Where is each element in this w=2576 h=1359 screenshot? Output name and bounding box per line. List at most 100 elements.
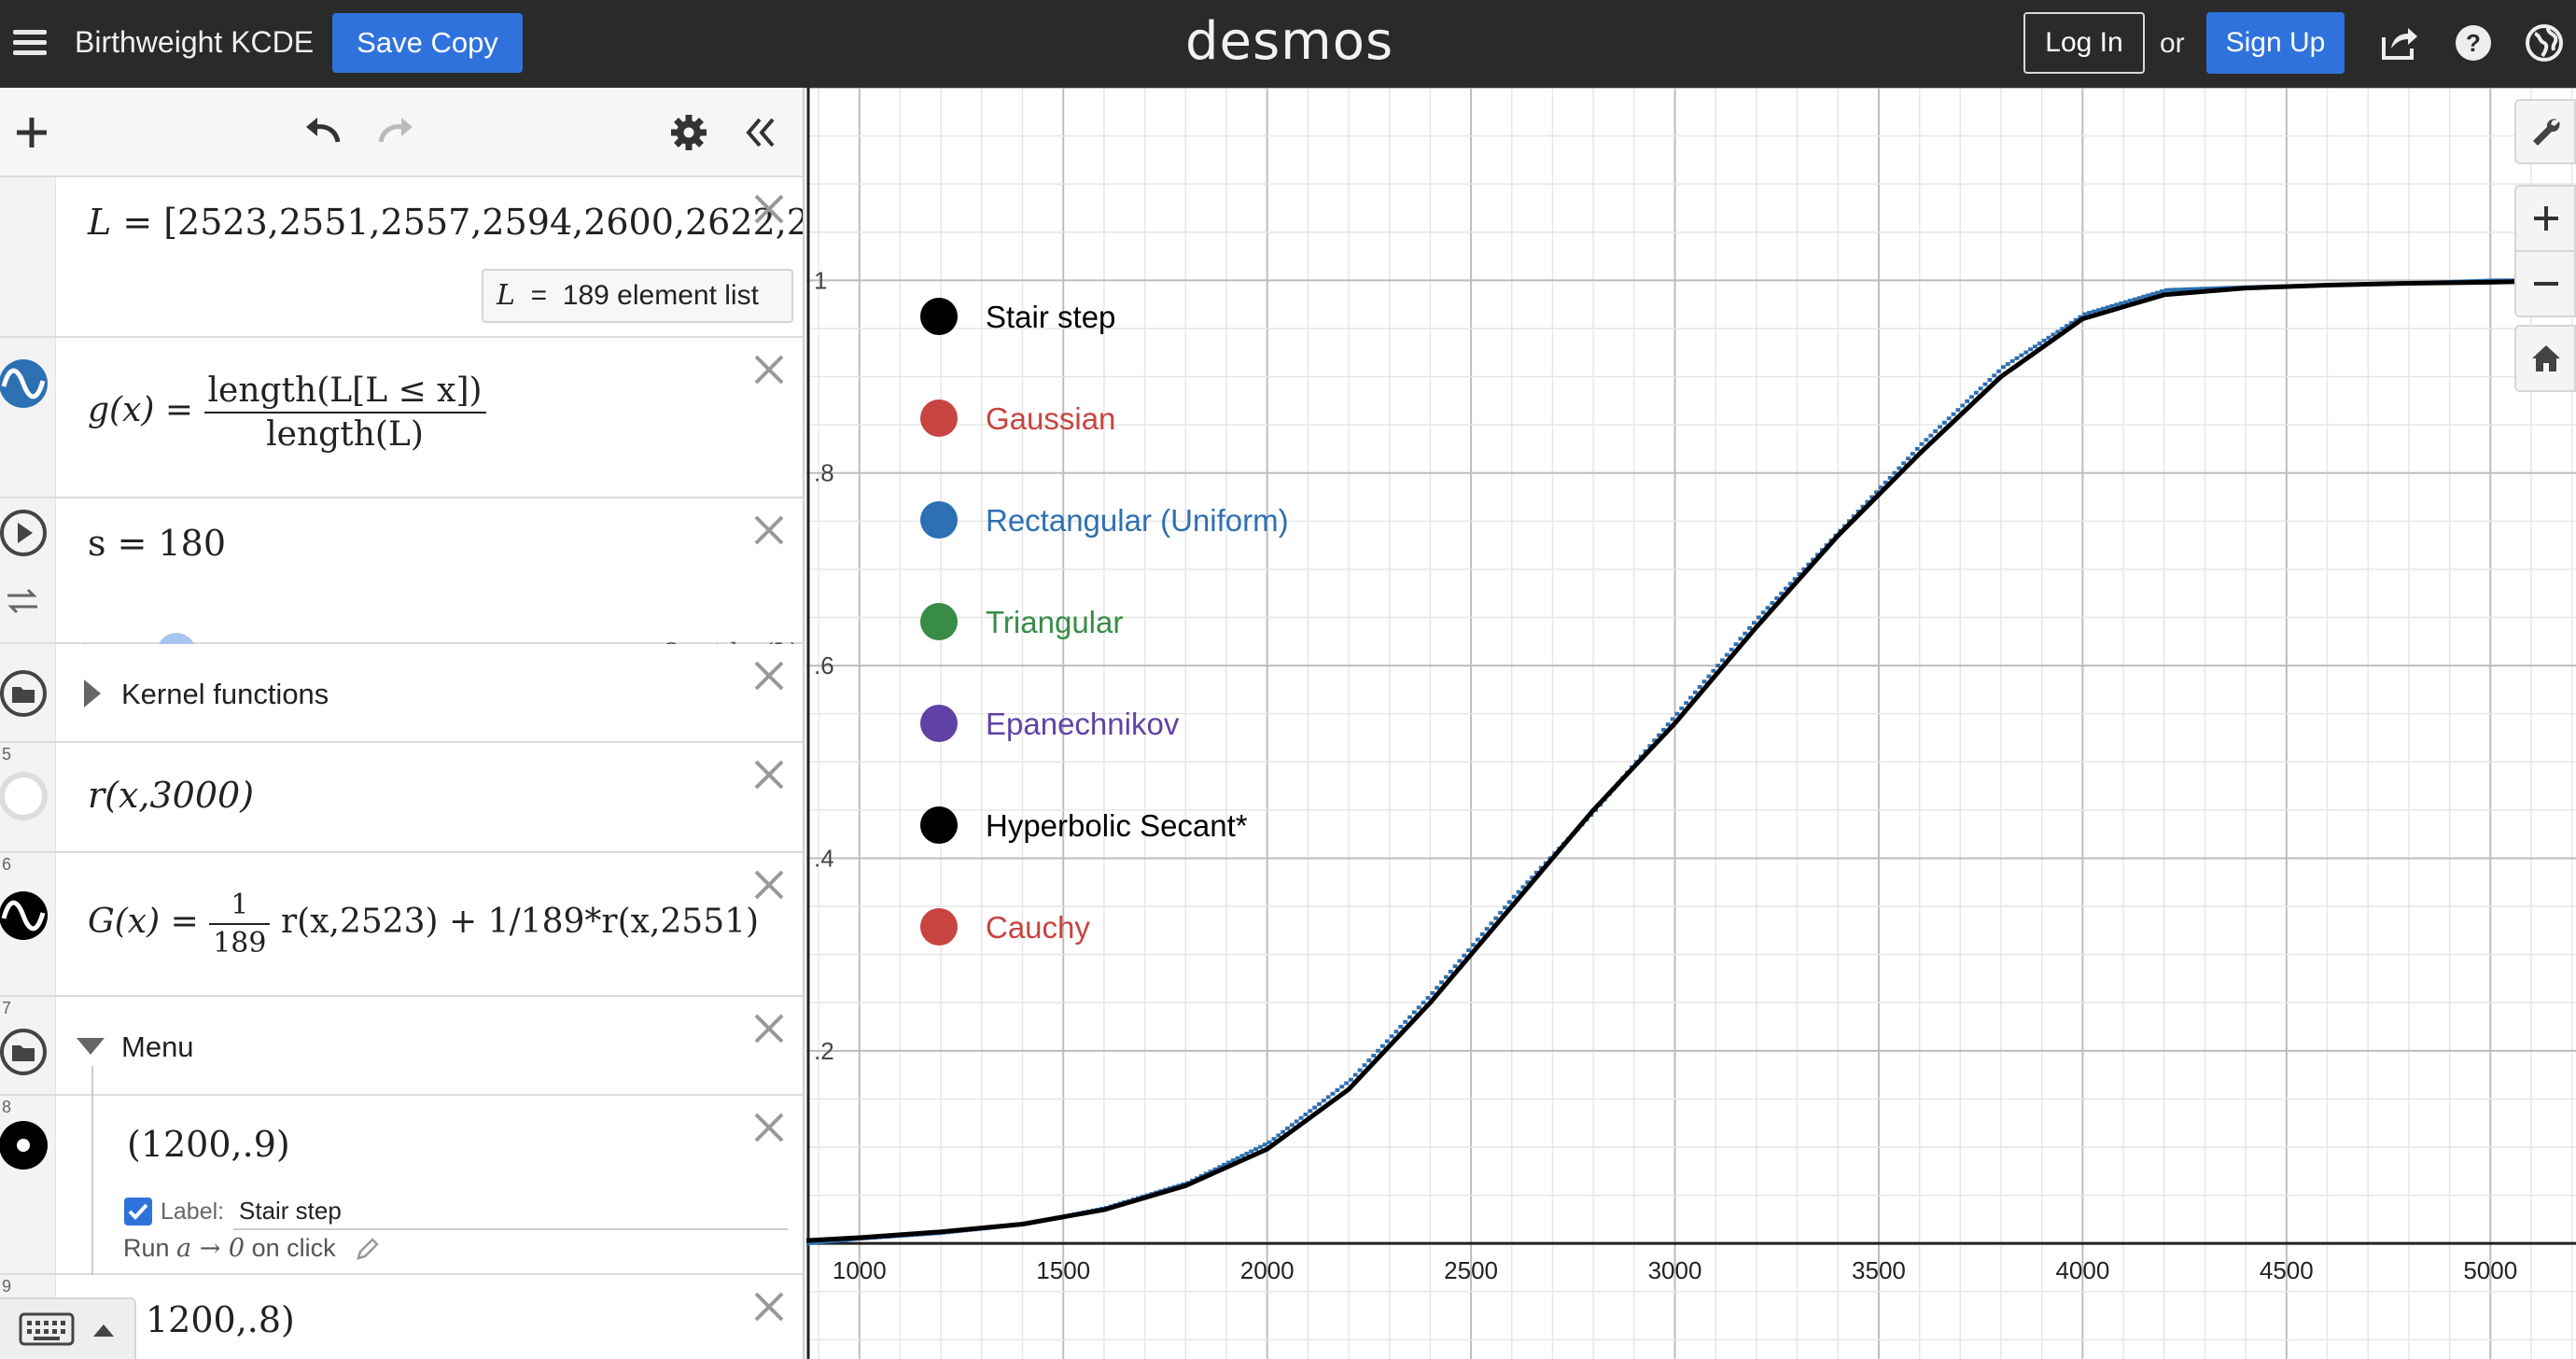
folder-label[interactable]: Kernel functions bbox=[121, 678, 329, 710]
undo-icon[interactable] bbox=[301, 110, 345, 155]
settings-gear-icon[interactable] bbox=[666, 110, 711, 155]
expression-math[interactable]: 1200,.8) bbox=[146, 1299, 295, 1340]
keyboard-icon[interactable] bbox=[19, 1312, 75, 1346]
delete-expression-icon[interactable] bbox=[749, 189, 790, 230]
label-checkbox-icon[interactable] bbox=[123, 1197, 153, 1226]
folder-icon[interactable] bbox=[0, 1027, 49, 1077]
y-tick-label: .4 bbox=[814, 844, 834, 872]
legend-point[interactable] bbox=[920, 399, 958, 437]
expression-math[interactable]: r(x,3000) bbox=[88, 775, 255, 816]
legend-label: Hyperbolic Secant* bbox=[986, 808, 1248, 843]
document-title[interactable]: Birthweight KCDE bbox=[75, 25, 315, 59]
label-underline bbox=[233, 1228, 788, 1230]
expression-math[interactable]: g(x) = length(L[L ≤ x]) length(L) bbox=[88, 371, 486, 454]
delete-expression-icon[interactable] bbox=[749, 655, 790, 696]
expression-point-stair-step[interactable]: 8 (1200,.9) Label: Stair step Run a → 0 … bbox=[0, 1096, 803, 1275]
plus-icon[interactable] bbox=[2531, 203, 2561, 233]
folder-label[interactable]: Menu bbox=[121, 1030, 194, 1063]
chevron-up-icon[interactable] bbox=[91, 1322, 116, 1338]
expression-G[interactable]: 6 G(x) = 1 189 r(x,2523) + 1/189*r(x,2551… bbox=[0, 853, 803, 997]
expression-math[interactable]: s = 180 bbox=[88, 523, 227, 564]
y-tick-label: 1 bbox=[814, 266, 827, 294]
top-bar: Birthweight KCDE Save Copy desmos Log In… bbox=[0, 0, 2576, 88]
delete-expression-icon[interactable] bbox=[749, 754, 790, 795]
save-copy-button[interactable]: Save Copy bbox=[332, 13, 523, 73]
x-tick-label: 2500 bbox=[1444, 1256, 1498, 1284]
delete-expression-icon[interactable] bbox=[749, 1107, 790, 1148]
globe-icon[interactable] bbox=[2524, 22, 2565, 63]
loop-direction-icon[interactable] bbox=[2, 581, 43, 622]
expression-index: 7 bbox=[2, 999, 12, 1017]
graph-canvas[interactable]: 1000 1500 2000 2500 3000 3500 4000 4500 5000 .2 .4… bbox=[806, 88, 2576, 1359]
y-tick-label: .6 bbox=[814, 651, 834, 680]
graph-line-icon[interactable] bbox=[0, 358, 49, 409]
expression-index: 5 bbox=[2, 745, 12, 764]
expression-toolbar bbox=[0, 88, 803, 177]
label-caption: Label: bbox=[161, 1198, 225, 1225]
legend-label: Triangular bbox=[986, 605, 1123, 639]
folder-kernel-functions[interactable]: Kernel functions bbox=[0, 644, 803, 743]
run-action-row[interactable]: Run a → 0 on click bbox=[123, 1234, 336, 1263]
legend-point[interactable] bbox=[920, 806, 958, 844]
expression-math[interactable]: (1200,.9) bbox=[127, 1124, 290, 1165]
delete-expression-icon[interactable] bbox=[749, 1286, 790, 1327]
pencil-icon[interactable] bbox=[355, 1236, 381, 1262]
expression-r[interactable]: 5 r(x,3000) bbox=[0, 743, 803, 853]
delete-expression-icon[interactable] bbox=[749, 349, 790, 390]
collapse-panel-icon[interactable] bbox=[737, 110, 782, 155]
hamburger-menu-icon[interactable] bbox=[11, 24, 49, 62]
x-tick-label: 3000 bbox=[1648, 1256, 1702, 1284]
play-slider-icon[interactable] bbox=[0, 508, 49, 558]
expression-list-L[interactable]: L = [2523,2551,2557,2594,2600,2622,2 L =… bbox=[0, 177, 803, 338]
redo-icon[interactable] bbox=[373, 110, 418, 155]
x-tick-label: 3500 bbox=[1852, 1256, 1906, 1284]
share-icon[interactable] bbox=[2378, 22, 2419, 63]
legend-point[interactable] bbox=[920, 603, 958, 640]
legend-point[interactable] bbox=[920, 298, 958, 335]
minus-icon[interactable] bbox=[2531, 269, 2561, 299]
y-tick-label: .8 bbox=[814, 459, 834, 487]
sign-up-button[interactable]: Sign Up bbox=[2206, 12, 2345, 74]
label-text-input[interactable]: Stair step bbox=[239, 1197, 342, 1225]
expression-panel: L = [2523,2551,2557,2594,2600,2622,2 L =… bbox=[0, 88, 805, 1359]
graph-line-icon[interactable] bbox=[0, 890, 49, 941]
hyperbolic-secant-series[interactable] bbox=[806, 277, 2576, 1243]
wrench-icon[interactable] bbox=[2529, 116, 2563, 149]
help-icon[interactable]: ? bbox=[2453, 22, 2494, 63]
x-tick-label: 2000 bbox=[1240, 1256, 1295, 1284]
delete-expression-icon[interactable] bbox=[749, 864, 790, 905]
delete-expression-icon[interactable] bbox=[749, 510, 790, 551]
home-icon[interactable] bbox=[2529, 342, 2563, 375]
default-zoom-button[interactable] bbox=[2514, 325, 2576, 392]
zoom-in-button[interactable] bbox=[2514, 185, 2576, 252]
zoom-out-button[interactable] bbox=[2514, 250, 2576, 317]
expression-math[interactable]: G(x) = 1 189 r(x,2523) + 1/189*r(x,2551) bbox=[88, 889, 760, 960]
legend-point[interactable] bbox=[920, 501, 958, 539]
folder-rail bbox=[91, 1096, 93, 1275]
point-icon[interactable] bbox=[0, 1120, 49, 1170]
legend-label: Stair step bbox=[986, 300, 1115, 334]
graph-paper[interactable]: 1000 1500 2000 2500 3000 3500 4000 4500 5000 .2 .4… bbox=[806, 88, 2576, 1359]
hidden-graph-icon[interactable] bbox=[0, 771, 49, 821]
keyboard-toggle[interactable] bbox=[0, 1297, 136, 1359]
x-tick-label: 1500 bbox=[1036, 1256, 1090, 1284]
x-tick-label: 5000 bbox=[2463, 1256, 2517, 1284]
add-item-icon[interactable] bbox=[9, 110, 54, 155]
folder-menu[interactable]: 7 Menu bbox=[0, 997, 803, 1096]
folder-icon[interactable] bbox=[0, 668, 49, 719]
legend-label: Gaussian bbox=[986, 401, 1115, 436]
expression-slider-s[interactable]: s = 180 0 3 · stdev(L) bbox=[0, 498, 803, 672]
legend-point[interactable] bbox=[920, 908, 958, 946]
log-in-button[interactable]: Log In bbox=[2023, 12, 2145, 74]
expression-g[interactable]: g(x) = length(L[L ≤ x]) length(L) bbox=[0, 338, 803, 498]
expression-math[interactable]: L = [2523,2551,2557,2594,2600,2622,2 bbox=[88, 202, 805, 243]
legend-point[interactable] bbox=[920, 705, 958, 742]
delete-expression-icon[interactable] bbox=[749, 1008, 790, 1049]
expand-triangle-icon[interactable] bbox=[80, 678, 105, 709]
graph-settings-button[interactable] bbox=[2514, 99, 2576, 164]
expression-index: 6 bbox=[2, 855, 12, 874]
folder-rail bbox=[91, 1066, 93, 1096]
collapse-triangle-icon[interactable] bbox=[75, 1034, 106, 1058]
legend-label: Epanechnikov bbox=[986, 707, 1180, 741]
